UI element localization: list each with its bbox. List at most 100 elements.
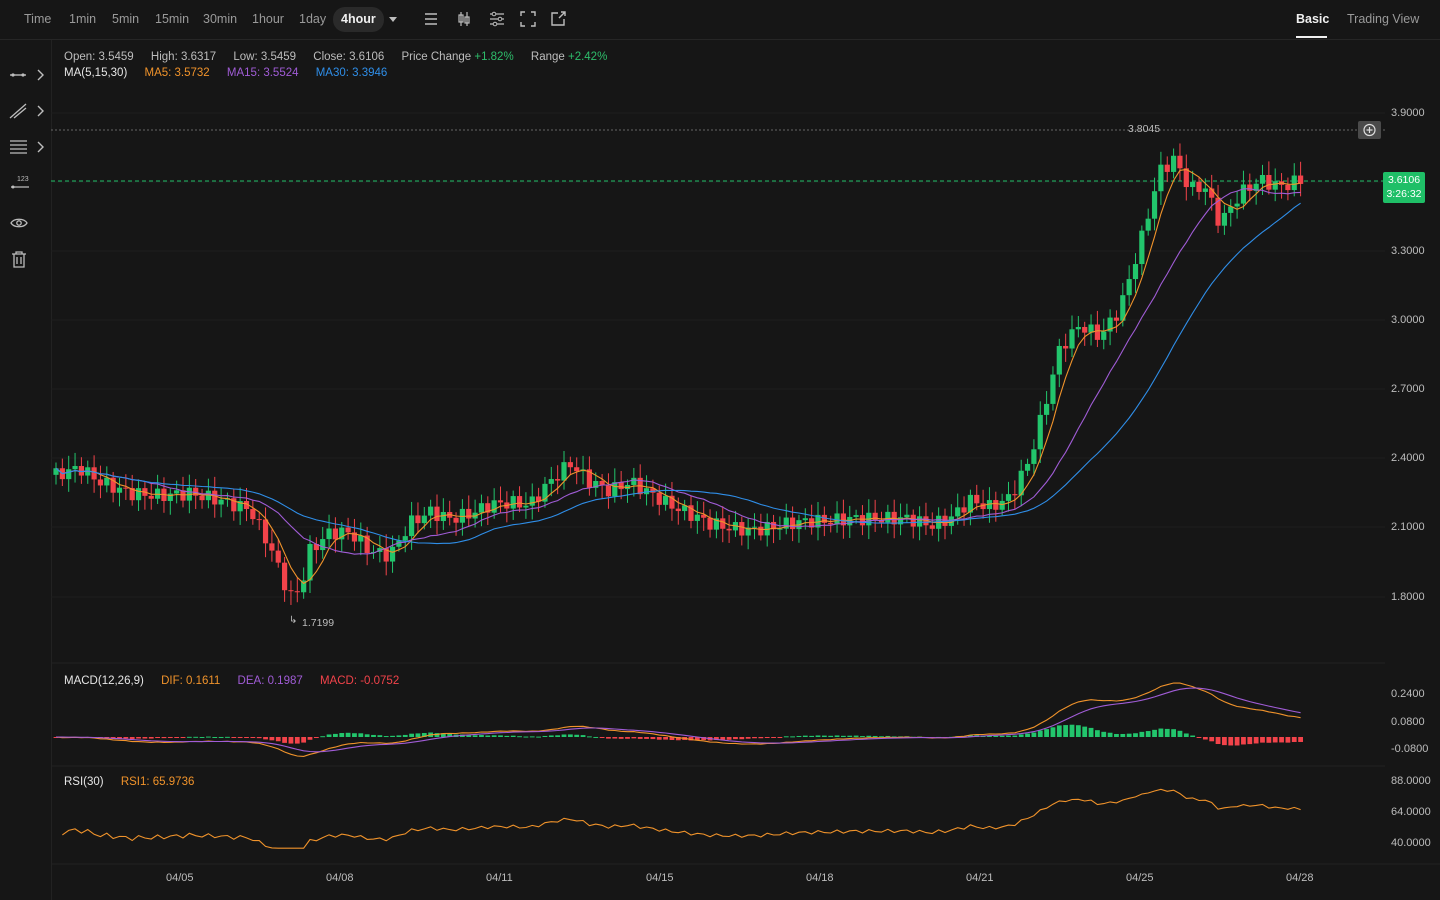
macd-histogram-bar	[148, 737, 154, 739]
macd-histogram-bar	[390, 735, 395, 737]
candle-body	[485, 503, 491, 513]
candle-body	[1120, 295, 1126, 321]
candle-body	[802, 518, 808, 521]
candle-body	[923, 516, 929, 526]
trend-line-tool[interactable]	[6, 100, 46, 122]
macd-histogram-bar	[1031, 732, 1037, 737]
timeframe-dropdown-icon[interactable]	[384, 10, 402, 28]
candle-body	[104, 477, 110, 486]
candle-body	[548, 479, 554, 484]
timeframe-4hour[interactable]: 4hour	[333, 7, 384, 32]
macd-histogram-bar	[142, 737, 148, 739]
candle-body	[1145, 218, 1151, 231]
timeframe-1day[interactable]: 1day	[299, 12, 327, 26]
macd-histogram-bar	[987, 735, 992, 737]
candle-body	[917, 516, 923, 527]
macd-histogram-bar	[1279, 737, 1284, 743]
timeframe-5min[interactable]: 5min	[112, 12, 140, 26]
indicators-settings-icon[interactable]	[488, 10, 506, 28]
macd-histogram-bar	[333, 733, 338, 737]
macd-histogram-bar	[313, 737, 319, 739]
line-tool[interactable]	[6, 64, 46, 86]
candle-body	[974, 494, 980, 504]
candlestick-type-icon[interactable]	[455, 10, 473, 28]
candle-body	[250, 509, 256, 520]
candle-body	[1056, 345, 1062, 375]
macd-histogram-bar	[415, 733, 421, 737]
candlestick-chart[interactable]	[51, 40, 1440, 900]
candle-body	[1101, 331, 1107, 340]
macd-histogram-bar	[364, 734, 370, 737]
ma-legend: MA(5,15,30) MA5: 3.5732 MA15: 3.5524 MA3…	[64, 67, 401, 79]
macd-histogram-bar	[860, 736, 865, 738]
candle-body	[370, 551, 377, 554]
macd-histogram-bar	[402, 734, 408, 737]
candle-body	[1024, 463, 1031, 471]
macd-histogram-bar	[777, 737, 783, 738]
macd-histogram-bar	[212, 736, 218, 738]
candle-body	[478, 503, 485, 513]
macd-label: MACD(12,26,9)	[64, 675, 144, 687]
date-tick-label: 04/08	[326, 872, 354, 884]
candle-body	[1240, 184, 1247, 204]
candle-body	[351, 532, 358, 542]
macd-histogram-bar	[1056, 725, 1062, 737]
candle-body	[669, 495, 675, 509]
macd-histogram-bar	[498, 735, 503, 737]
macd-histogram-bar	[250, 737, 256, 738]
candle-body	[853, 515, 859, 517]
candle-body	[1031, 449, 1037, 464]
macd-histogram-bar	[567, 734, 573, 737]
candle-body	[586, 469, 592, 488]
candle-body	[618, 482, 624, 490]
drawing-tools-sidebar: 123	[0, 40, 52, 900]
candle-body	[1266, 174, 1272, 190]
macd-histogram-bar	[834, 735, 840, 737]
timeframe-15min[interactable]: 15min	[155, 12, 190, 26]
macd-histogram-bar	[1158, 728, 1164, 737]
add-alert-button[interactable]	[1358, 121, 1381, 139]
timeframe-1min[interactable]: 1min	[69, 12, 97, 26]
candle-body	[231, 498, 237, 512]
candle-body	[66, 469, 72, 480]
timeframe-time[interactable]: Time	[24, 12, 52, 26]
candle-body	[415, 515, 421, 524]
macd-histogram-bar	[1107, 732, 1113, 737]
candle-body	[1088, 324, 1094, 333]
trash-icon[interactable]	[6, 248, 46, 270]
macd-histogram-bar	[244, 737, 249, 738]
macd-histogram-bar	[117, 737, 122, 739]
macd-histogram-bar	[269, 737, 275, 741]
share-icon[interactable]	[549, 10, 567, 28]
macd-histogram-bar	[1183, 733, 1189, 737]
fibonacci-tool[interactable]	[6, 136, 46, 158]
menu-lines-icon[interactable]	[422, 10, 440, 28]
macd-histogram-bar	[841, 735, 846, 737]
macd-histogram-bar	[764, 737, 770, 738]
view-basic-tab[interactable]: Basic	[1296, 12, 1330, 26]
candle-body	[1272, 181, 1278, 190]
macd-histogram-bar	[237, 737, 243, 738]
candle-body	[1298, 175, 1304, 184]
candle-body	[396, 540, 402, 547]
candle-body	[497, 500, 504, 503]
candle-body	[929, 525, 935, 529]
view-trading-view-tab[interactable]: Trading View	[1347, 12, 1420, 26]
timeframe-1hour[interactable]: 1hour	[252, 12, 284, 26]
macd-histogram-bar	[561, 734, 567, 737]
macd-histogram-bar	[193, 736, 199, 738]
macd-histogram-bar	[739, 737, 745, 740]
macd-legend: MACD(12,26,9) DIF: 0.1611 DEA: 0.1987 MA…	[64, 675, 413, 687]
fullscreen-icon[interactable]	[519, 10, 537, 28]
eye-visibility-icon[interactable]	[6, 212, 46, 234]
candle-body	[1063, 345, 1069, 349]
price-range-tool[interactable]: 123	[6, 172, 46, 194]
dif-value: DIF: 0.1611	[161, 675, 221, 687]
candle-body	[656, 492, 662, 505]
candle-body	[961, 507, 967, 513]
timeframe-30min[interactable]: 30min	[203, 12, 238, 26]
ma15-line	[55, 188, 1301, 555]
candle-body	[428, 506, 434, 516]
date-tick-label: 04/21	[966, 872, 994, 884]
macd-histogram-bar	[885, 735, 891, 737]
